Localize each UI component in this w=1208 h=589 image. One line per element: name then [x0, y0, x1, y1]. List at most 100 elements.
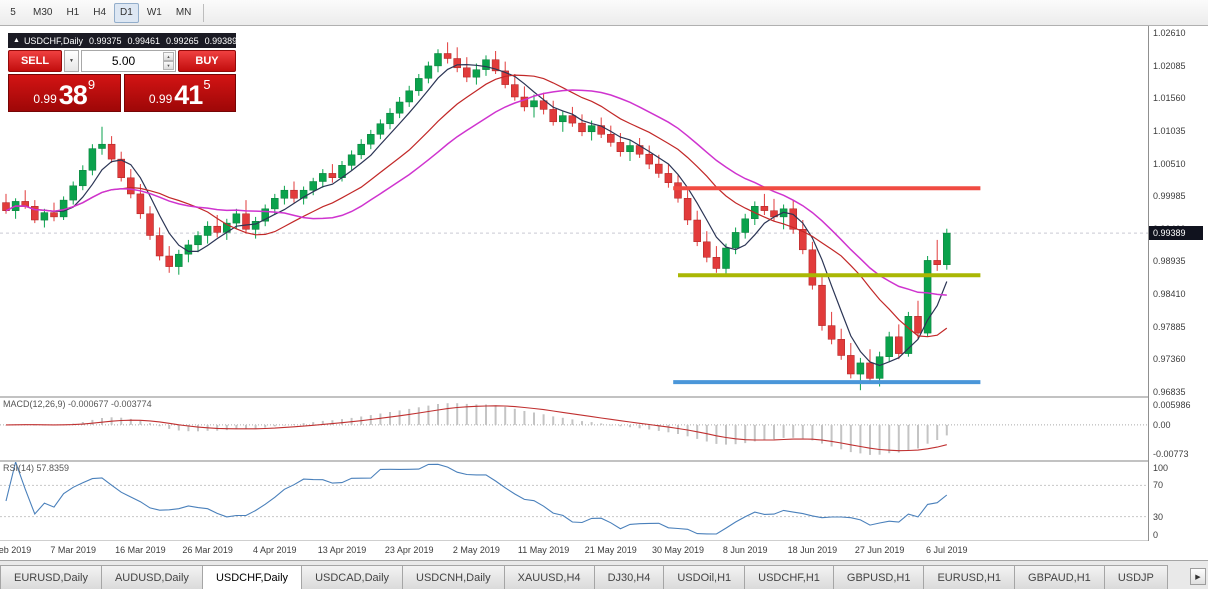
- date-axis-label: 11 May 2019: [517, 545, 570, 555]
- quote-displays: 0.99 38 9 0.99 41 5: [8, 74, 236, 112]
- timeframe-button-d1[interactable]: D1: [114, 2, 139, 23]
- macd-pane[interactable]: MACD(12,26,9) -0.000677 -0.003774: [0, 398, 1148, 460]
- date-axis-label: 30 May 2019: [651, 545, 705, 555]
- date-axis-label: 16 Mar 2019: [115, 545, 166, 555]
- chart-tabs: EURUSD,Daily AUDUSD,Daily USDCHF,Daily USDC…: [0, 565, 1188, 589]
- one-click-trading-panel: ▲ USDCHF,Daily 0.99375 0.99461 0.99265 0…: [8, 33, 238, 112]
- chart-tab-usdchf-h1[interactable]: USDCHF,H1: [744, 565, 834, 589]
- volume-input[interactable]: [82, 51, 175, 71]
- date-axis[interactable]: 26 Feb 2019 7 Mar 2019 16 Mar 2019 26 Mar 2…: [0, 541, 1148, 560]
- timeframe-button-m30[interactable]: M30: [33, 7, 53, 18]
- date-axis-label: 4 Apr 2019: [253, 545, 297, 555]
- timeframe-button-w1[interactable]: W1: [146, 7, 162, 18]
- price-axis-label: 1.01560: [1153, 93, 1186, 104]
- date-axis-label: 21 May 2019: [584, 545, 637, 555]
- macd-axis-label: 0.005986: [1153, 400, 1191, 410]
- timeframe-toolbar: 5 M30 H1 H4 D1 W1 MN: [0, 0, 1208, 26]
- ohlc-header: ▲ USDCHF,Daily 0.99375 0.99461 0.99265 0…: [8, 33, 238, 48]
- chart-tab-eurusd-daily[interactable]: EURUSD,Daily: [0, 565, 102, 589]
- macd-axis-label: 0.00: [1153, 419, 1171, 430]
- open-value: 0.99375: [88, 35, 122, 46]
- date-axis-label: 26 Mar 2019: [182, 545, 233, 555]
- chart-tab-bar: EURUSD,Daily AUDUSD,Daily USDCHF,Daily USDC…: [0, 560, 1208, 589]
- timeframe-button-mn[interactable]: MN: [175, 7, 192, 18]
- current-price-badge: 0.99389: [1149, 226, 1203, 241]
- date-axis-label: 27 Jun 2019: [854, 545, 905, 555]
- collapse-icon[interactable]: ▲: [13, 37, 20, 44]
- date-axis-label: 26 Feb 2019: [0, 545, 32, 555]
- price-axis[interactable]: 0.99389 1.02610 1.02085 1.01560 1.01035 1.00…: [1148, 26, 1208, 541]
- volume-spinner: ▲ ▼: [163, 52, 174, 70]
- close-value: 0.99389: [204, 35, 238, 46]
- bid-quote[interactable]: 0.99 38 9: [8, 74, 121, 112]
- price-axis-label: 0.98935: [1153, 256, 1186, 267]
- macd-axis-label: -0.00773: [1153, 449, 1189, 459]
- symbol-label: USDCHF,Daily: [23, 35, 83, 46]
- price-axis-label: 1.01035: [1153, 125, 1186, 136]
- rsi-axis-label: 30: [1153, 511, 1164, 522]
- volume-field: ▲ ▼: [81, 50, 176, 72]
- date-axis-label: 8 Jun 2019: [722, 545, 768, 555]
- ask-pip-digit: 5: [203, 77, 211, 92]
- ask-quote[interactable]: 0.99 41 5: [123, 74, 236, 112]
- chart-tab-usdoil-h1[interactable]: USDOil,H1: [663, 565, 746, 589]
- candlestick-chart[interactable]: [0, 26, 1148, 396]
- chart-tab-xauusd-h4[interactable]: XAUUSD,H4: [503, 565, 595, 589]
- rsi-axis-label: 100: [1153, 463, 1169, 473]
- timeframe-button-h1[interactable]: H1: [66, 7, 80, 18]
- chart-tab-audusd-daily[interactable]: AUDUSD,Daily: [100, 565, 203, 589]
- price-axis-label: 0.97360: [1153, 354, 1186, 365]
- rsi-pane[interactable]: RSI(14) 57.8359: [0, 462, 1148, 540]
- buy-button[interactable]: BUY: [178, 50, 236, 72]
- toolbar-separator: [203, 3, 205, 22]
- spinner-up-icon[interactable]: ▲: [163, 52, 174, 61]
- chart-window: ▲ USDCHF,Daily 0.99375 0.99461 0.99265 0…: [0, 26, 1208, 560]
- pane-separator: [0, 540, 1208, 541]
- bid-pip-digit: 9: [87, 77, 96, 92]
- dropdown-arrow-icon: ▼: [69, 58, 74, 64]
- timeframe-button-h4[interactable]: H4: [93, 7, 107, 18]
- date-axis-label: 18 Jun 2019: [787, 545, 838, 555]
- date-axis-label: 6 Jul 2019: [926, 545, 968, 555]
- chart-tab-usdcad-daily[interactable]: USDCAD,Daily: [301, 565, 404, 589]
- rsi-chart[interactable]: [0, 462, 1148, 540]
- date-axis-label: 23 Apr 2019: [384, 545, 434, 555]
- bid-prefix: 0.99: [33, 92, 57, 106]
- chart-tab-usdchf-daily[interactable]: USDCHF,Daily: [201, 565, 303, 589]
- ask-big-digits: 41: [174, 80, 203, 111]
- price-axis-label: 1.02610: [1153, 28, 1186, 38]
- spinner-down-icon[interactable]: ▼: [163, 61, 174, 70]
- chart-tab-usdcnh-daily[interactable]: USDCNH,Daily: [402, 565, 505, 589]
- sell-button[interactable]: SELL: [8, 50, 62, 72]
- price-axis-label: 0.98410: [1153, 288, 1186, 299]
- bid-big-digits: 38: [58, 80, 88, 111]
- volume-preset-dropdown[interactable]: ▼: [64, 50, 79, 72]
- tab-scroll-right-icon[interactable]: ▶: [1190, 568, 1206, 585]
- high-value: 0.99461: [127, 35, 161, 46]
- price-axis-label: 1.00510: [1153, 158, 1186, 169]
- price-pane[interactable]: ▲ USDCHF,Daily 0.99375 0.99461 0.99265 0…: [0, 26, 1148, 396]
- ask-prefix: 0.99: [148, 92, 173, 106]
- pane-separator[interactable]: [0, 396, 1208, 398]
- price-axis-label: 0.99985: [1153, 191, 1186, 202]
- low-value: 0.99265: [166, 35, 199, 46]
- chart-tab-eurusd-h1[interactable]: EURUSD,H1: [923, 565, 1016, 589]
- macd-chart[interactable]: [0, 398, 1148, 460]
- date-axis-label: 2 May 2019: [452, 545, 500, 555]
- price-axis-label: 0.97885: [1153, 321, 1186, 332]
- rsi-axis-label: 70: [1153, 480, 1164, 491]
- chart-tab-gbpusd-h1[interactable]: GBPUSD,H1: [832, 565, 925, 589]
- chart-tab-gbpaud-h1[interactable]: GBPAUD,H1: [1014, 565, 1105, 589]
- chart-tab-usdjp[interactable]: USDJP: [1103, 565, 1168, 589]
- timeframe-button-5[interactable]: 5: [10, 7, 16, 18]
- date-axis-label: 13 Apr 2019: [317, 545, 367, 555]
- pane-separator[interactable]: [0, 460, 1208, 462]
- chart-tab-dj30-h4[interactable]: DJ30,H4: [593, 565, 665, 589]
- macd-label: MACD(12,26,9) -0.000677 -0.003774: [3, 399, 152, 409]
- trade-controls: SELL ▼ ▲ ▼ BUY: [8, 50, 236, 72]
- price-axis-label: 0.96835: [1153, 386, 1186, 397]
- rsi-label: RSI(14) 57.8359: [3, 463, 70, 473]
- price-axis-label: 1.02085: [1153, 60, 1186, 71]
- rsi-axis-label: 0: [1153, 530, 1159, 540]
